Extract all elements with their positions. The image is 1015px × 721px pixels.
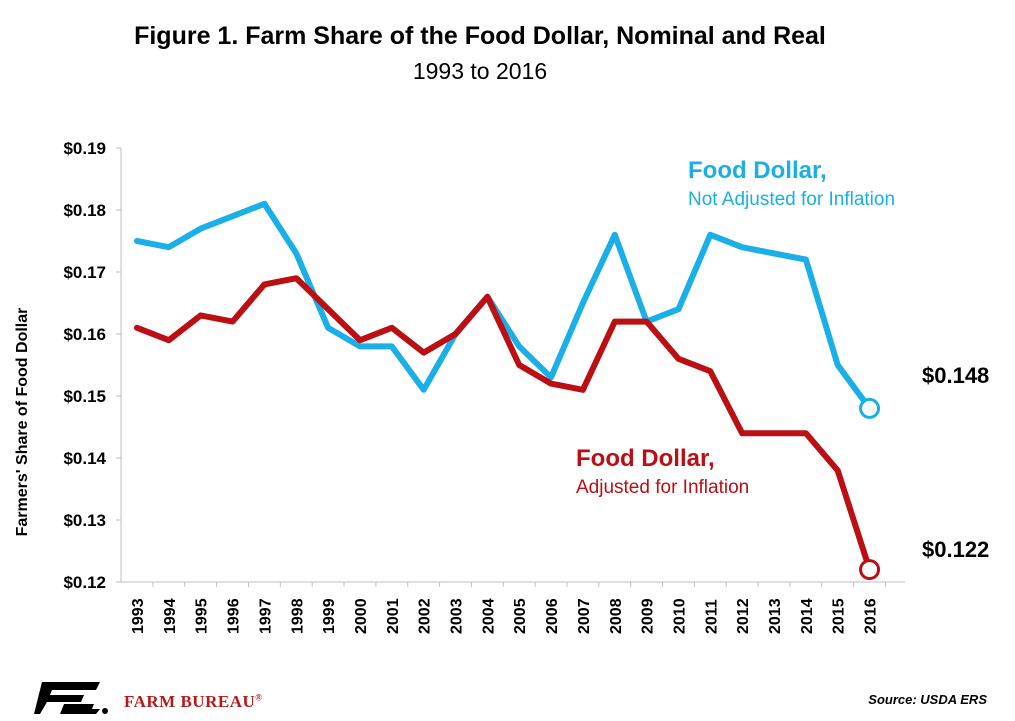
x-tick-label: 1994	[162, 598, 179, 634]
x-tick-label: 2014	[799, 598, 816, 634]
x-tick-label: 2007	[576, 598, 593, 634]
y-tick-label: $0.13	[63, 511, 106, 530]
y-tick-label: $0.14	[63, 449, 106, 468]
farm-bureau-logo: FARM BUREAU®	[34, 680, 264, 716]
end-value-label: $0.148	[922, 363, 989, 388]
series-line-1	[134, 200, 873, 412]
end-point-marker	[859, 397, 881, 419]
y-tick-label: $0.15	[63, 387, 106, 406]
x-tick-label: 2008	[608, 598, 625, 634]
x-tick-label: 1993	[130, 598, 147, 634]
x-tick-label: 2009	[640, 598, 657, 634]
chart-axes	[120, 148, 905, 583]
series-lines	[134, 200, 881, 581]
series-label-subtitle: Adjusted for Inflation	[576, 477, 749, 498]
x-tick-label: 2001	[385, 598, 402, 634]
x-tick-label: 2012	[735, 598, 752, 634]
x-tick-label: 2011	[703, 599, 720, 634]
chart-subtitle: 1993 to 2016	[412, 58, 548, 84]
line-chart: $0.12 $0.13 $0.14 $0.15 $0.16 $0.17 $0.18 $0.19…	[14, 139, 989, 634]
y-tick-label: $0.12	[63, 573, 106, 592]
y-axis-ticks: $0.12 $0.13 $0.14 $0.15 $0.16 $0.17 $0.18 $0.19	[63, 139, 121, 592]
x-tick-label: 2000	[353, 598, 370, 634]
x-tick-label: 2003	[449, 598, 466, 634]
source-note: Source: USDA ERS	[868, 692, 987, 707]
x-tick-label: 2002	[417, 598, 434, 634]
x-tick-label: 2010	[671, 598, 688, 634]
x-tick-label: 2005	[512, 598, 529, 634]
y-axis-label: Farmers' Share of Food Dollar	[14, 308, 31, 537]
y-tick-label: $0.16	[63, 325, 106, 344]
brand-name: FARM BUREAU®	[124, 692, 263, 711]
series-label-title: Food Dollar,	[576, 445, 715, 472]
x-tick-label: 2015	[831, 598, 848, 634]
y-tick-label: $0.17	[63, 263, 106, 282]
x-tick-label: 2004	[480, 598, 497, 634]
y-tick-label: $0.19	[63, 139, 106, 158]
x-axis-ticks: 1993 1994 1995 1996 1997 1998 1999 2000 2001 2002…	[130, 582, 886, 634]
x-tick-label: 1996	[226, 598, 243, 634]
end-value-label: $0.122	[922, 537, 989, 562]
chart-title: Figure 1. Farm Share of the Food Dollar,…	[134, 22, 826, 50]
x-tick-label: 1998	[289, 598, 306, 634]
series-label-title: Food Dollar,	[688, 157, 827, 184]
y-tick-label: $0.18	[63, 201, 106, 220]
fb-logo-icon	[34, 682, 108, 714]
x-tick-label: 1997	[257, 598, 274, 634]
x-tick-label: 2006	[544, 598, 561, 634]
end-point-marker	[859, 559, 881, 581]
x-tick-label: 1999	[321, 598, 338, 634]
series-labels: Food Dollar, Not Adjusted for Inflation $0…	[576, 157, 989, 562]
series-line-2	[134, 275, 873, 573]
x-tick-label: 1995	[194, 598, 211, 634]
x-tick-label: 2016	[863, 598, 880, 634]
series-label-subtitle: Not Adjusted for Inflation	[688, 189, 895, 210]
x-tick-label: 2013	[767, 598, 784, 634]
